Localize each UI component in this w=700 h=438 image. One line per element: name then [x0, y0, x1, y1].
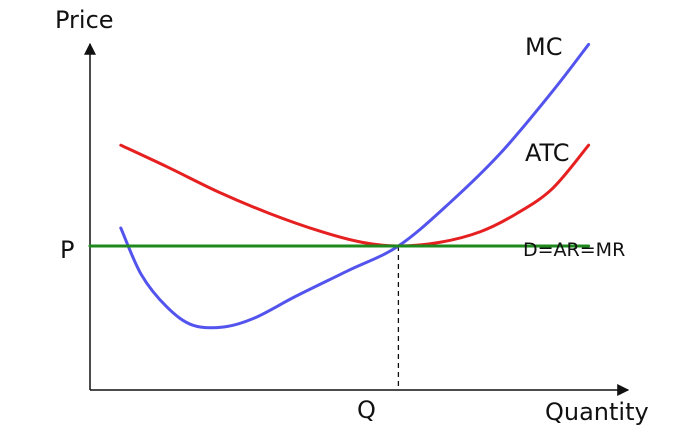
series-line-atc: [119, 143, 591, 248]
series-label-demand: D=AR=MR: [523, 239, 625, 261]
y-axis-label: Price: [55, 6, 114, 34]
x-axis-label: Quantity: [545, 398, 649, 426]
series-line-mc: [119, 42, 591, 330]
y-tick-label-p: P: [60, 236, 74, 264]
x-tick-label-q: Q: [357, 396, 376, 424]
series-label-mc: MC: [525, 33, 562, 61]
series-label-atc: ATC: [525, 139, 570, 167]
